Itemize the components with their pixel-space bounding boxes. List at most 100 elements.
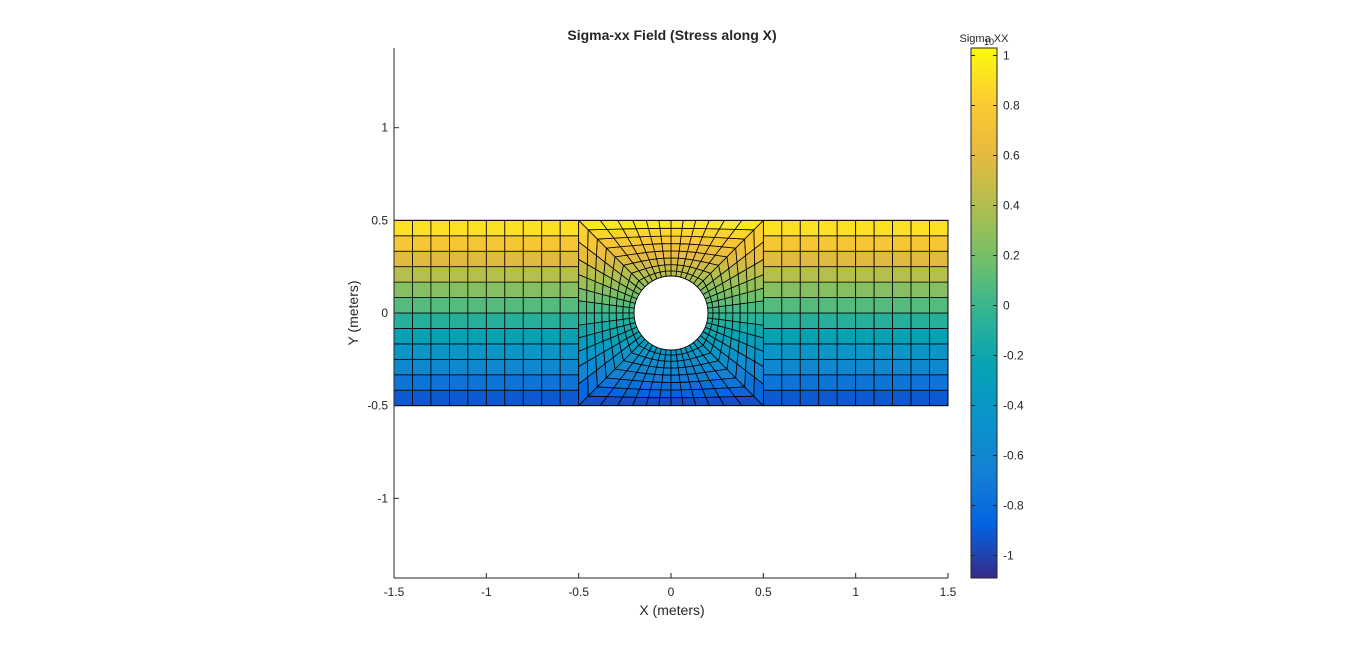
heatmap-cell — [448, 235, 469, 252]
heatmap-cell — [892, 328, 912, 345]
heatmap-cell — [724, 319, 734, 330]
heatmap-cell — [522, 328, 543, 345]
heatmap-cell — [430, 266, 450, 283]
heatmap-cell — [746, 322, 756, 337]
heatmap-cell — [836, 235, 857, 252]
heatmap-cell — [448, 389, 469, 407]
heatmap-cell — [559, 374, 580, 391]
heatmap-cell — [393, 281, 413, 298]
heatmap-cell — [892, 389, 912, 407]
y-tick-label: 1 — [381, 121, 388, 135]
heatmap-cell — [559, 343, 580, 360]
heatmap-cell — [836, 266, 857, 283]
heatmap-cell — [485, 235, 506, 252]
heatmap-cell — [725, 304, 734, 314]
heatmap-cell — [665, 349, 672, 356]
heatmap-cell — [910, 281, 930, 298]
heatmap-cell — [448, 250, 469, 268]
heatmap-cell — [658, 219, 672, 229]
heatmap-cell — [873, 358, 894, 376]
colorbar-title: Sigma XX — [960, 33, 1010, 45]
x-axis-label: X (meters) — [639, 602, 704, 618]
heatmap-cell — [448, 281, 469, 298]
heatmap-cell — [670, 374, 681, 383]
y-tick-label: 0.5 — [371, 213, 388, 227]
heatmap-cell — [670, 270, 677, 277]
heatmap-cell — [725, 312, 734, 322]
heatmap-cell — [430, 219, 450, 237]
heatmap-cell — [670, 219, 684, 229]
heatmap-cell — [818, 281, 838, 298]
colorbar-tick-label: -1 — [1003, 549, 1014, 563]
heatmap-cell — [522, 374, 543, 391]
heatmap-cell — [412, 374, 432, 391]
heatmap-cell — [615, 305, 624, 314]
heatmap-cell — [628, 307, 635, 314]
heatmap-cell — [873, 343, 894, 360]
heatmap-cell — [412, 235, 432, 252]
heatmap-cell — [670, 367, 680, 376]
chart-title: Sigma-xx Field (Stress along X) — [567, 27, 776, 43]
heatmap-cell — [855, 358, 875, 376]
heatmap-cell — [393, 266, 413, 283]
heatmap-cell — [781, 358, 801, 376]
heatmap-cell — [504, 343, 524, 360]
heatmap-cell — [412, 312, 432, 329]
heatmap-cell — [412, 328, 432, 345]
heatmap-cell — [747, 312, 756, 325]
heatmap-cell — [718, 312, 727, 321]
heatmap-cell — [781, 235, 801, 252]
heatmap-cell — [647, 389, 662, 399]
heatmap-cell — [522, 312, 543, 329]
heatmap-cell — [601, 303, 610, 314]
heatmap-cell — [467, 297, 487, 314]
heatmap-cell — [522, 219, 543, 237]
heatmap-cell — [739, 321, 749, 335]
heatmap-cell — [448, 358, 469, 376]
heatmap-cell — [601, 294, 611, 306]
colorbar-tick-label: -0.4 — [1003, 399, 1024, 413]
heatmap-cell — [412, 250, 432, 268]
heatmap-cell — [615, 297, 625, 308]
heatmap-cell — [393, 312, 413, 329]
heatmap-cell — [818, 328, 838, 345]
heatmap-cell — [799, 219, 820, 237]
heatmap-cell — [485, 328, 506, 345]
heatmap-cell — [818, 358, 838, 376]
heatmap-cell — [910, 312, 930, 329]
heatmap-cell — [910, 219, 930, 237]
heatmap-cell — [836, 374, 857, 391]
heatmap-cell — [818, 235, 838, 252]
heatmap-cell — [448, 374, 469, 391]
heatmap-cell — [541, 281, 561, 298]
heatmap-cell — [559, 219, 580, 237]
heatmap-cell — [430, 250, 450, 268]
heatmap-cell — [412, 297, 432, 314]
heatmap-cell — [929, 343, 949, 360]
heatmap-cell — [754, 312, 764, 326]
heatmap-cell — [467, 250, 487, 268]
heatmap-cell — [393, 219, 413, 237]
heatmap-cell — [412, 343, 432, 360]
heatmap-cell — [799, 235, 820, 252]
heatmap-cell — [836, 343, 857, 360]
plate-hole — [633, 275, 709, 351]
heatmap-cell — [929, 266, 949, 283]
heatmap-cell — [670, 243, 681, 252]
heatmap-cell — [873, 389, 894, 407]
heatmap-cells — [393, 219, 949, 407]
heatmap-cell — [670, 264, 678, 272]
heatmap-cell — [732, 303, 741, 314]
heatmap-cell — [892, 250, 912, 268]
heatmap-cell — [578, 287, 588, 303]
heatmap-cell — [762, 250, 783, 268]
heatmap-cell — [645, 397, 661, 407]
heatmap-cell — [799, 250, 820, 268]
heatmap-cell — [799, 312, 820, 329]
heatmap-cell — [799, 328, 820, 345]
heatmap-cell — [873, 297, 894, 314]
heatmap-cell — [873, 312, 894, 329]
heatmap-cell — [754, 323, 764, 339]
heatmap-cell — [855, 297, 875, 314]
heatmap-cell — [485, 389, 506, 407]
